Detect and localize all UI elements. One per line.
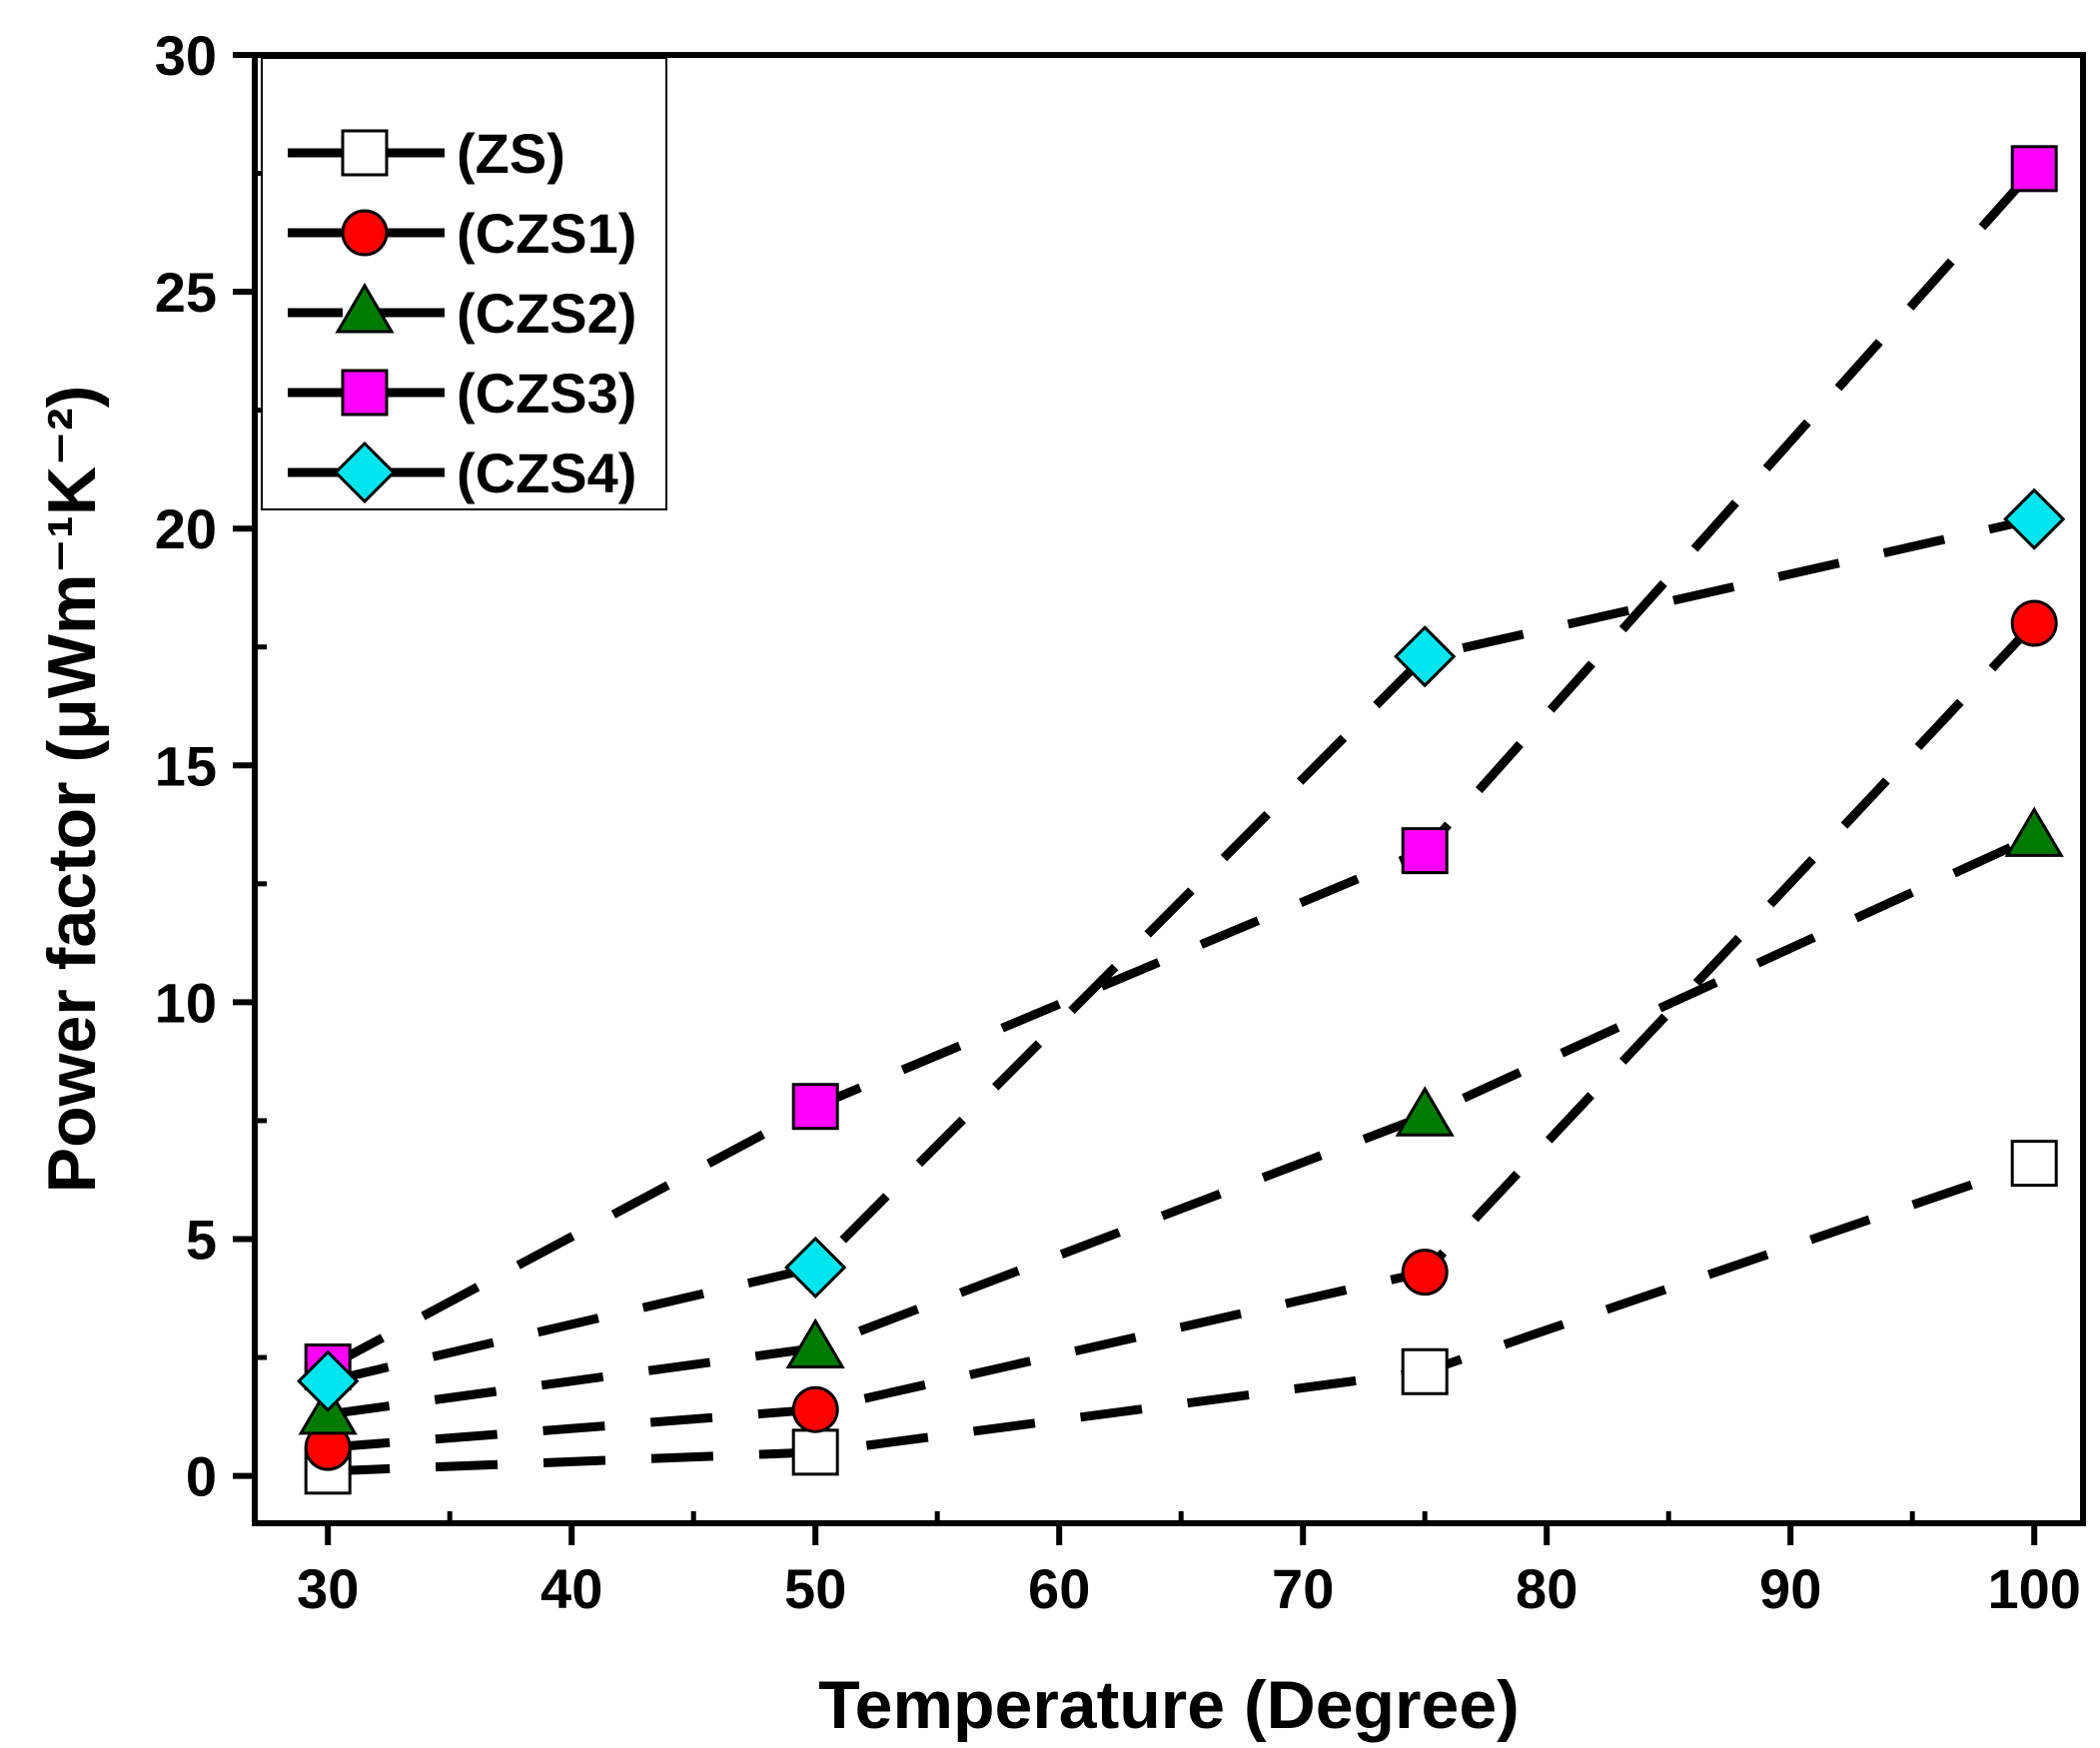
series-markers (297, 145, 2066, 1495)
legend-label-2: (CZS2) (457, 282, 636, 345)
series-2-point-3 (2004, 806, 2064, 857)
x-tick-label-30: 30 (297, 1557, 359, 1620)
series-4-point-0 (297, 1349, 360, 1412)
series-3-point-2 (1401, 827, 1449, 875)
series-4-point-2 (1394, 625, 1457, 688)
series-line-2 (327, 832, 2037, 1419)
series-line-4 (327, 514, 2036, 1386)
y-tick-label-0: 0 (186, 1445, 217, 1508)
series-lines (326, 165, 2038, 1476)
legend-marker-2 (335, 283, 395, 334)
y-tick-label-10: 10 (155, 971, 217, 1034)
y-tick-label-30: 30 (155, 24, 217, 87)
x-axis: 30 40 50 60 70 80 90 100 (297, 1511, 2081, 1620)
x-tick-label-60: 60 (1028, 1557, 1090, 1620)
x-axis-title: Temperature (Degree) (818, 1667, 1520, 1743)
legend-label-4: (CZS4) (457, 441, 636, 504)
series-line-0 (328, 1159, 2036, 1476)
series-3-point-3 (2010, 145, 2058, 193)
legend-marker-0 (341, 129, 389, 177)
x-tick-label-50: 50 (784, 1557, 846, 1620)
legend-label-1: (CZS1) (457, 202, 636, 265)
x-tick-label-90: 90 (1759, 1557, 1821, 1620)
series-2-point-2 (1395, 1086, 1455, 1137)
legend-marker-4 (333, 440, 397, 504)
series-1-point-1 (791, 1385, 839, 1433)
y-tick-label-25: 25 (155, 261, 217, 324)
x-tick-label-100: 100 (1987, 1557, 2080, 1620)
series-3-point-1 (791, 1083, 839, 1131)
x-tick-label-80: 80 (1516, 1557, 1577, 1620)
series-0-point-2 (1401, 1347, 1449, 1395)
series-0-point-1 (791, 1428, 839, 1476)
legend-marker-1 (341, 209, 389, 257)
series-line-3 (326, 165, 2038, 1371)
y-axis: 0 5 10 15 20 25 30 (155, 24, 267, 1508)
y-tick-label-20: 20 (155, 497, 217, 560)
series-4-point-3 (2003, 487, 2066, 550)
legend-label-3: (CZS3) (457, 362, 636, 425)
legend-marker-3 (341, 369, 389, 417)
x-tick-label-70: 70 (1272, 1557, 1334, 1620)
y-tick-label-5: 5 (186, 1208, 217, 1271)
series-4-point-1 (784, 1236, 847, 1300)
legend-label-0: (ZS) (457, 122, 565, 185)
series-line-1 (327, 619, 2038, 1452)
series-0-point-3 (2010, 1140, 2058, 1188)
plot-frame (252, 52, 2086, 1526)
series-2-point-1 (785, 1317, 845, 1369)
series-1-point-2 (1401, 1249, 1449, 1297)
y-axis-title: Power factor (μWm⁻¹K⁻²) (34, 386, 110, 1194)
legend-box (261, 57, 667, 510)
series-1-point-3 (2010, 599, 2058, 647)
y-tick-label-15: 15 (155, 734, 217, 797)
legend: (ZS) (CZS1) (CZS2) (CZS3) (CZS4) (261, 57, 667, 510)
x-tick-label-40: 40 (540, 1557, 602, 1620)
